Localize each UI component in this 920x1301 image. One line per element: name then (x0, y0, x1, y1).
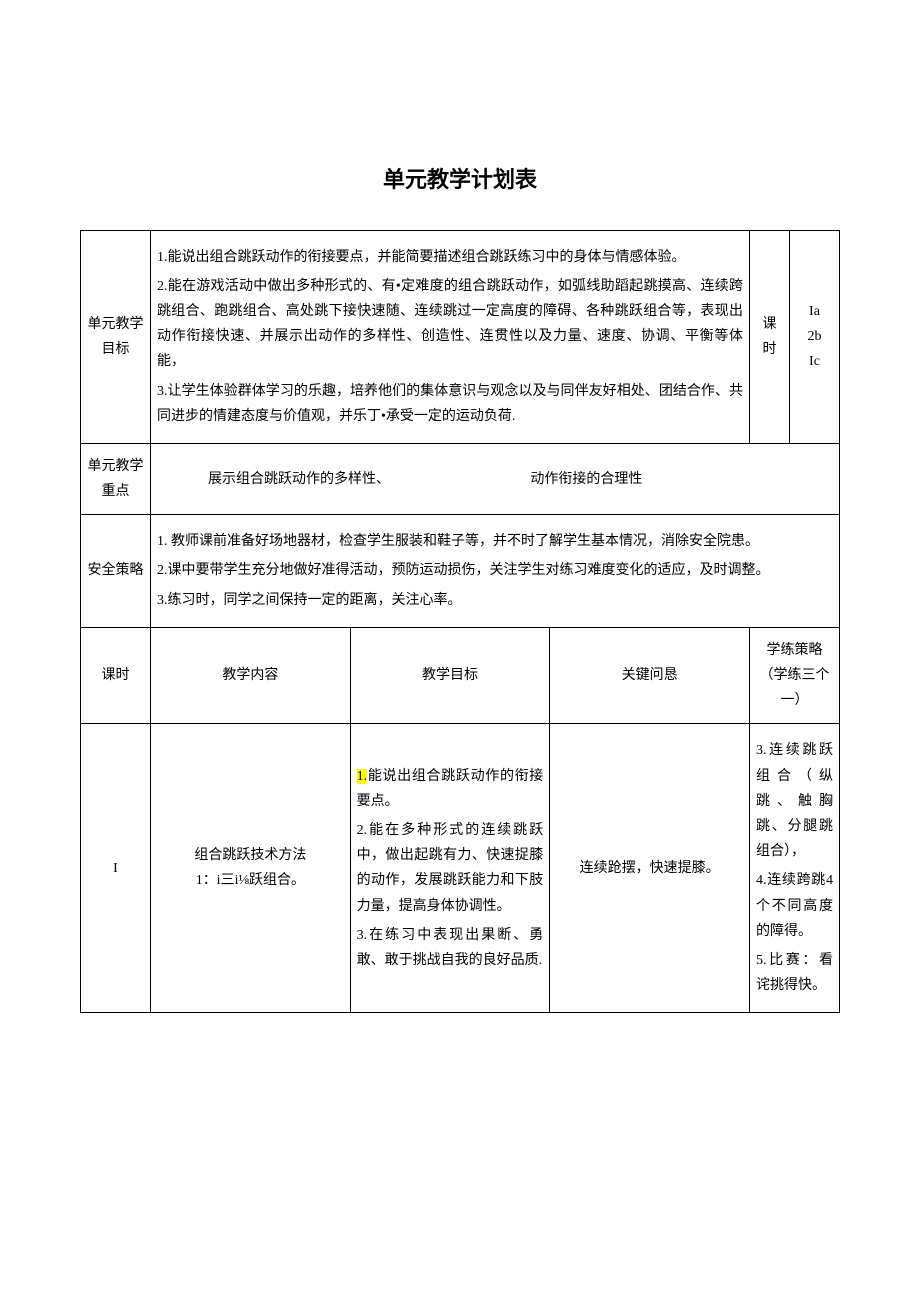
l1-strategy-p2: 4.连续跨跳4个不同高度的障得。 (756, 868, 833, 944)
goal-p2: 2.能在游戏活动中做出多种形式的、有•定难度的组合跳跃动作，如弧线助蹈起跳摸高、… (157, 274, 743, 375)
cell-unit-goal-text: 1.能说出组合跳跃动作的衔接要点，并能简要描述组合跳跃练习中的身体与情感体验。 … (151, 230, 750, 443)
goal-p1: 1.能说出组合跳跃动作的衔接要点，并能简要描述组合跳跃练习中的身体与情感体验。 (157, 245, 743, 270)
hdr-goal: 教学目标 (350, 627, 550, 724)
row-goals: 单元教学目标 1.能说出组合跳跃动作的衔接要点，并能简要描述组合跳跃练习中的身体… (81, 230, 840, 443)
cell-unit-focus-text: 展示组合跳跃动作的多样性、 动作衔接的合理性 (151, 443, 840, 514)
row-safety: 安全策略 1. 教师课前准备好场地器材，检查学生服装和鞋子等，并不时了解学生基本… (81, 515, 840, 628)
hdr-key: 关键问恳 (550, 627, 750, 724)
l1-goal-p1: 1.能说出组合跳跃动作的衔接要点。 (357, 764, 544, 814)
safety-p2: 2.课中要带学生充分地做好准得活动，预防运动损伤，关注学生对练习难度变化的适应，… (157, 558, 833, 583)
plan-table: 单元教学目标 1.能说出组合跳跃动作的衔接要点，并能简要描述组合跳跃练习中的身体… (80, 230, 840, 1014)
label-unit-goal: 单元教学目标 (81, 230, 151, 443)
label-keshi: 课时 (750, 230, 790, 443)
cell-keshi-values: Ia 2b Ic (790, 230, 840, 443)
l1-goal-p2: 2.能在多种形式的连续跳跃中，做出起跳有力、快速捉膝的动作，发展跳跃能力和下肢力… (357, 818, 544, 919)
highlight-marker: 1. (357, 769, 368, 784)
label-safety: 安全策略 (81, 515, 151, 628)
goal-p3: 3.让学生体验群体学习的乐趣，培养他们的集体意识与观念以及与同伴友好相处、团结合… (157, 379, 743, 429)
l1-goal-p3: 3.在练习中表现出果断、勇敢、敢于挑战自我的良好品质. (357, 923, 544, 973)
row-focus: 单元教学重点 展示组合跳跃动作的多样性、 动作衔接的合理性 (81, 443, 840, 514)
label-unit-focus: 单元教学重点 (81, 443, 151, 514)
hdr-strategy-b: （学练三个一） (756, 663, 833, 713)
focus-a: 展示组合跳跃动作的多样性、 (157, 467, 441, 492)
safety-p1: 1. 教师课前准备好场地器材，检查学生服装和鞋子等，并不时了解学生基本情况，消除… (157, 529, 833, 554)
hdr-strategy-a: 学练策略 (756, 638, 833, 663)
l1-period: I (81, 724, 151, 1013)
safety-p3: 3.练习时，同学之间保持一定的距离，关注心率。 (157, 588, 833, 613)
l1-key: 连续跄摆，快速提膝。 (550, 724, 750, 1013)
keshi-b: 2b (796, 324, 833, 349)
hdr-content: 教学内容 (151, 627, 351, 724)
focus-b: 动作衔接的合理性 (444, 467, 728, 492)
hdr-keshi: 课时 (81, 627, 151, 724)
l1-strategy: 3.连续跳跃组合（纵跳、触胸跳、分腿跳组合）， 4.连续跨跳4个不同高度的障得。… (750, 724, 840, 1013)
l1-strategy-p3: 5.比赛：看诧挑得快。 (756, 948, 833, 998)
page-title: 单元教学计划表 (80, 160, 840, 200)
l1-goals: 1.能说出组合跳跃动作的衔接要点。 2.能在多种形式的连续跳跃中，做出起跳有力、… (350, 724, 550, 1013)
l1-goal-p1-rest: 能说出组合跳跃动作的衔接要点。 (357, 769, 544, 809)
row-lesson-1: I 组合跳跃技术方法 1：i三i⅛跃组合。 1.能说出组合跳跃动作的衔接要点。 … (81, 724, 840, 1013)
keshi-a: Ia (796, 299, 833, 324)
l1-strategy-p1: 3.连续跳跃组合（纵跳、触胸跳、分腿跳组合）， (756, 738, 833, 864)
cell-safety-text: 1. 教师课前准备好场地器材，检查学生服装和鞋子等，并不时了解学生基本情况，消除… (151, 515, 840, 628)
keshi-c: Ic (796, 349, 833, 374)
l1-content: 组合跳跃技术方法 1：i三i⅛跃组合。 (151, 724, 351, 1013)
row-header: 课时 教学内容 教学目标 关键问恳 学练策略 （学练三个一） (81, 627, 840, 724)
hdr-strategy: 学练策略 （学练三个一） (750, 627, 840, 724)
